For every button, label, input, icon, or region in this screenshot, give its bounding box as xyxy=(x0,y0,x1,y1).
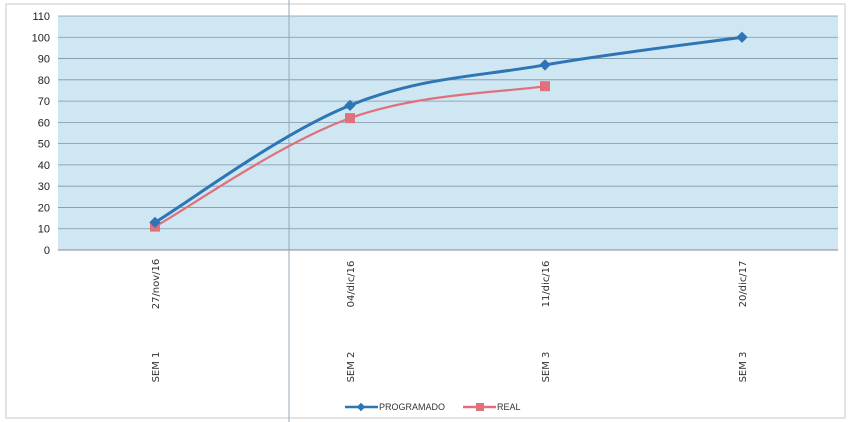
plot-area xyxy=(58,16,838,250)
x-tick-date-label: 04/dic/16 xyxy=(346,261,357,308)
legend-marker-programado xyxy=(356,402,366,412)
y-tick-label: 20 xyxy=(38,202,50,214)
y-axis: 0 10 20 30 40 50 60 70 80 90 100 110 xyxy=(32,11,50,257)
y-tick-label: 90 xyxy=(38,54,50,66)
x-tick-date-label: 20/dic/17 xyxy=(738,261,749,308)
legend-label-real: REAL xyxy=(497,402,521,412)
series-group xyxy=(149,31,748,232)
x-tick-week-label: SEM 3 xyxy=(738,352,749,383)
data-point-programado xyxy=(149,216,161,229)
y-tick-label: 40 xyxy=(38,160,50,172)
data-point-real xyxy=(345,113,355,124)
y-tick-label: 10 xyxy=(38,224,50,236)
x-tick-date-label: 11/dic/16 xyxy=(541,261,552,308)
gridlines xyxy=(58,15,838,251)
y-tick-label: 70 xyxy=(38,96,50,108)
y-tick-label: 100 xyxy=(32,32,50,44)
series-line-programado xyxy=(153,35,744,224)
y-tick-label: 30 xyxy=(38,181,50,193)
y-tick-label: 50 xyxy=(38,139,50,151)
legend: PROGRAMADO REAL xyxy=(345,402,521,412)
y-tick-label: 60 xyxy=(38,117,50,129)
data-point-real xyxy=(540,81,550,92)
x-tick-week-label: SEM 1 xyxy=(151,352,162,383)
data-point-programado xyxy=(736,31,748,43)
x-tick-date-label: 27/nov/16 xyxy=(151,259,162,310)
x-axis: SEM 1 27/nov/16 SEM 2 04/dic/16 SEM 3 11/dic/… xyxy=(151,259,749,383)
legend-marker-real xyxy=(476,403,484,411)
y-tick-label: 110 xyxy=(32,11,50,23)
y-tick-label: 0 xyxy=(44,245,50,257)
x-tick-week-label: SEM 2 xyxy=(346,352,357,383)
y-tick-label: 80 xyxy=(38,75,50,87)
legend-label-programado: PROGRAMADO xyxy=(379,402,445,412)
x-tick-week-label: SEM 3 xyxy=(541,352,552,383)
